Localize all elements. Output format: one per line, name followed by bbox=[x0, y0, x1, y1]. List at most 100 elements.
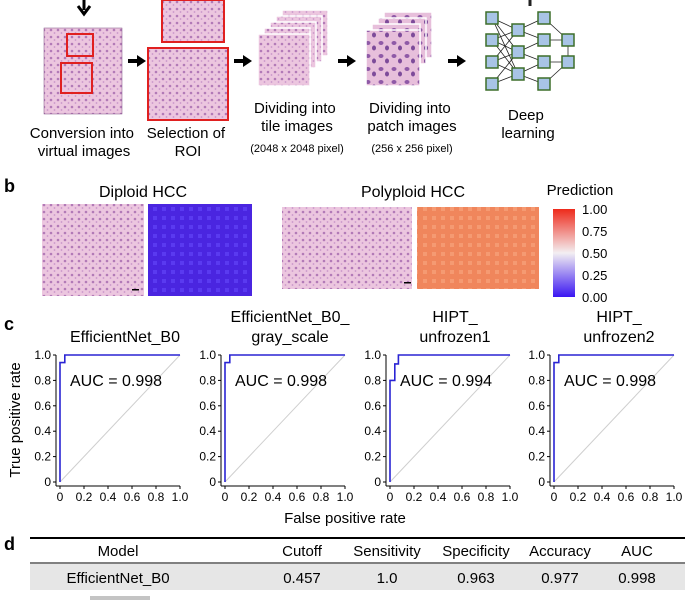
x-tick-label: 0.6 bbox=[618, 490, 635, 504]
roc-plot-title: unfrozen2 bbox=[583, 329, 654, 346]
x-tick-label: 1.0 bbox=[502, 490, 519, 504]
y-tick-label: 0 bbox=[538, 475, 545, 489]
roc-curve bbox=[59, 354, 180, 482]
y-tick-label: 0 bbox=[374, 475, 381, 489]
title-diploid: Diploid HCC bbox=[99, 184, 187, 201]
diploid-prediction-heatmap bbox=[148, 204, 252, 296]
caption-tiles: Dividing into tile images bbox=[254, 100, 340, 135]
y-tick-label: 0.6 bbox=[364, 399, 381, 413]
table-header-cell: Specificity bbox=[442, 543, 510, 560]
roc-diagonal bbox=[553, 354, 675, 483]
x-tick-label: 1.0 bbox=[666, 490, 683, 504]
roc-curve bbox=[553, 354, 674, 482]
y-axis-label: True positive rate bbox=[7, 362, 24, 477]
roi-images bbox=[147, 0, 229, 121]
roc-plot: HIPT_ unfrozen2 1.0 0.8 0.6 0.4 0.2 00 0.2 0.4 0.6… bbox=[528, 309, 682, 504]
patch-stack bbox=[365, 11, 433, 87]
x-tick-label: 0.8 bbox=[148, 490, 165, 504]
polyploid-prediction-heatmap bbox=[417, 207, 539, 289]
table-header-cell: AUC bbox=[621, 543, 653, 560]
colorbar-tick-label: 1.00 bbox=[582, 202, 607, 217]
roc-curve bbox=[389, 354, 510, 482]
table-cell: 1.0 bbox=[377, 570, 398, 587]
y-tick-label: 1.0 bbox=[364, 348, 381, 362]
table-cell: 0.457 bbox=[283, 570, 321, 587]
y-tick-label: 0.2 bbox=[528, 450, 545, 464]
y-tick-label: 0 bbox=[44, 475, 51, 489]
x-tick-label: 0.8 bbox=[642, 490, 659, 504]
roc-diagonal bbox=[224, 354, 346, 483]
x-tick-label: 0 bbox=[551, 490, 558, 504]
caption-deep-learning: Deep learning bbox=[501, 107, 554, 142]
roc-diagonal bbox=[59, 354, 181, 483]
table-cell: 0.977 bbox=[541, 570, 579, 587]
table-cell: 0.998 bbox=[618, 570, 656, 587]
caption-patches: Dividing into patch images bbox=[367, 100, 456, 135]
caption-tiles-size: (2048 x 2048 pixel) bbox=[250, 143, 344, 155]
y-tick-label: 0.6 bbox=[528, 399, 545, 413]
y-tick-label: 1.0 bbox=[528, 348, 545, 362]
x-tick-label: 0 bbox=[222, 490, 229, 504]
roc-plot: EfficientNet_B0 1.0 0.8 0.6 0.4 0.2 00 0.2 0.4 0.… bbox=[34, 329, 188, 504]
y-tick-label: 0.4 bbox=[34, 424, 51, 438]
colorbar-ticks: 1.00 0.75 0.50 0.25 0.00 bbox=[575, 202, 607, 305]
y-tick-label: 1.0 bbox=[34, 348, 51, 362]
y-tick-label: 0.8 bbox=[34, 373, 51, 387]
x-tick-label: 0.8 bbox=[313, 490, 330, 504]
y-tick-label: 0.8 bbox=[199, 373, 216, 387]
x-tick-label: 0.4 bbox=[594, 490, 611, 504]
roc-diagonal bbox=[389, 354, 511, 483]
scale-bar bbox=[404, 282, 411, 284]
x-tick-label: 0.2 bbox=[406, 490, 423, 504]
colorbar-tick-label: 0.25 bbox=[582, 268, 607, 283]
x-tick-label: 0.2 bbox=[570, 490, 587, 504]
y-tick-label: 0.8 bbox=[364, 373, 381, 387]
roc-plot: HIPT_ unfrozen1 1.0 0.8 0.6 0.4 0.2 00 0.2 0.4 0.6… bbox=[364, 309, 518, 504]
table-header-cell: Sensitivity bbox=[353, 543, 421, 560]
y-tick-label: 0.2 bbox=[199, 450, 216, 464]
x-axis-label: False positive rate bbox=[284, 510, 406, 527]
panel-b: b Diploid HCC Polyploid HCC Prediction 1… bbox=[4, 176, 613, 305]
y-tick-label: 0.4 bbox=[364, 424, 381, 438]
auc-label: AUC = 0.998 bbox=[70, 373, 162, 390]
x-tick-label: 1.0 bbox=[337, 490, 354, 504]
colorbar bbox=[553, 209, 575, 297]
roc-curve bbox=[224, 354, 345, 482]
y-tick-label: 0.2 bbox=[34, 450, 51, 464]
caption-roi: Selection of ROI bbox=[147, 125, 230, 160]
table-body: EfficientNet_B0 0.457 1.0 0.963 0.977 0.998 bbox=[66, 570, 655, 587]
y-tick-label: 1.0 bbox=[199, 348, 216, 362]
table-header-cell: Model bbox=[98, 543, 139, 560]
roc-plot-title: gray_scale bbox=[251, 329, 328, 346]
roc-plot: EfficientNet_B0_ gray_scale 1.0 0.8 0.6 0.4 0.… bbox=[199, 309, 353, 504]
panel-a: Conversion into virtual images Selection… bbox=[30, 0, 575, 160]
roi-box-2 bbox=[60, 62, 93, 94]
x-tick-label: 0.4 bbox=[100, 490, 117, 504]
roc-plot-title: HIPT_ bbox=[596, 309, 642, 326]
y-tick-label: 0 bbox=[209, 475, 216, 489]
y-tick-label: 0.4 bbox=[528, 424, 545, 438]
table-cell: EfficientNet_B0 bbox=[66, 570, 169, 587]
table-cell: 0.963 bbox=[457, 570, 495, 587]
panel-label-b: b bbox=[4, 176, 15, 196]
x-tick-label: 0.6 bbox=[289, 490, 306, 504]
auc-label: AUC = 0.998 bbox=[235, 373, 327, 390]
roc-plot-title: HIPT_ bbox=[432, 309, 478, 326]
x-tick-label: 0 bbox=[57, 490, 64, 504]
auc-label: AUC = 0.994 bbox=[400, 373, 492, 390]
roc-plot-title: EfficientNet_B0_ bbox=[231, 309, 351, 326]
table-row: EfficientNet_B0 0.457 1.0 0.963 0.977 0.998 bbox=[66, 570, 655, 587]
panel-label-d: d bbox=[4, 534, 15, 554]
table-row-highlight bbox=[30, 564, 685, 590]
panel-label-c: c bbox=[4, 314, 14, 334]
polyploid-he-image bbox=[282, 207, 412, 289]
panel-d: d Model Cutoff Sensitivity Specificity Accur… bbox=[4, 534, 685, 600]
colorbar-tick-label: 0.75 bbox=[582, 224, 607, 239]
roc-plot-title: unfrozen1 bbox=[419, 329, 490, 346]
x-tick-label: 1.0 bbox=[172, 490, 189, 504]
title-polyploid: Polyploid HCC bbox=[361, 184, 465, 201]
colorbar-title: Prediction bbox=[547, 182, 614, 199]
y-tick-label: 0.4 bbox=[199, 424, 216, 438]
table-header-cell: Accuracy bbox=[529, 543, 591, 560]
roc-plots: EfficientNet_B01.00.80.60.40.200 0.2 0.4 0.… bbox=[34, 309, 682, 504]
